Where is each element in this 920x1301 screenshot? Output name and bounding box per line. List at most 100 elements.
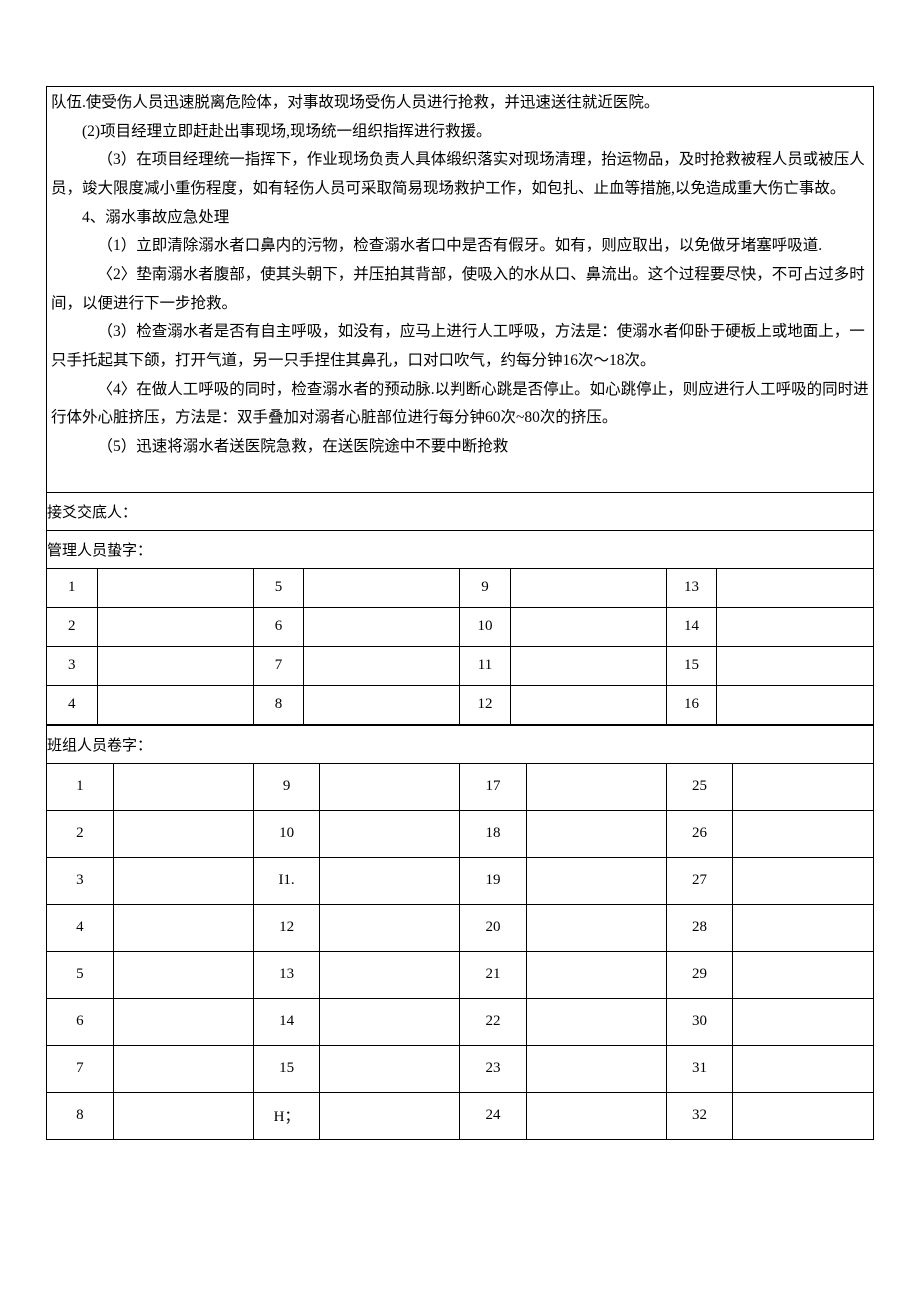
- managers-signature-table: 15913261014371115481216: [47, 568, 873, 725]
- signature-blank-cell: [717, 646, 873, 685]
- table-row: 3I1.1927: [47, 857, 873, 904]
- signature-number-cell: 8: [253, 685, 303, 724]
- paragraph: (2)项目经理立即赶赴出事现场,现场统一组织指挥进行救援。: [51, 118, 869, 147]
- table-row: 7152331: [47, 1045, 873, 1092]
- signature-blank-cell: [733, 998, 873, 1045]
- signature-blank-cell: [733, 763, 873, 810]
- paragraph: 〈4〉在做人工呼吸的同时，检查溺水者的预动脉.以判断心跳是否停止。如心跳停止，则…: [51, 376, 869, 433]
- signature-number-cell: 30: [666, 998, 732, 1045]
- team-signature-table: 19172521018263I1.19274122028513212961422…: [47, 763, 873, 1139]
- signature-blank-cell: [526, 904, 666, 951]
- signature-number-cell: 2: [47, 607, 97, 646]
- signature-blank-cell: [733, 951, 873, 998]
- signature-blank-cell: [113, 810, 253, 857]
- table-row: 481216: [47, 685, 873, 724]
- signature-blank-cell: [320, 998, 460, 1045]
- signature-blank-cell: [526, 1045, 666, 1092]
- signature-blank-cell: [733, 904, 873, 951]
- signature-blank-cell: [113, 998, 253, 1045]
- signature-blank-cell: [320, 857, 460, 904]
- signature-blank-cell: [526, 810, 666, 857]
- body-text: 队伍.使受伤人员迅速脱离危险体，对事故现场受伤人员进行抢救，并迅速送往就近医院。…: [47, 87, 873, 492]
- signature-blank-cell: [97, 607, 253, 646]
- signature-number-cell: 4: [47, 904, 113, 951]
- signature-number-cell: 12: [253, 904, 319, 951]
- signature-number-cell: 24: [460, 1092, 526, 1139]
- page: 队伍.使受伤人员迅速脱离危险体，对事故现场受伤人员进行抢救，并迅速送往就近医院。…: [0, 86, 920, 1140]
- signature-number-cell: 9: [460, 568, 510, 607]
- table-row: 2 10 18 26: [47, 810, 873, 857]
- table-row: 8H；2432: [47, 1092, 873, 1139]
- signature-number-cell: H；: [253, 1092, 319, 1139]
- main-content-box: 队伍.使受伤人员迅速脱离危险体，对事故现场受伤人员进行抢救，并迅速送往就近医院。…: [46, 86, 874, 1140]
- signature-number-cell: 10: [460, 607, 510, 646]
- signature-blank-cell: [97, 646, 253, 685]
- signature-number-cell: 28: [666, 904, 732, 951]
- signature-number-cell: 21: [460, 951, 526, 998]
- signature-blank-cell: [320, 810, 460, 857]
- signature-blank-cell: [510, 607, 666, 646]
- signature-number-cell: 29: [666, 951, 732, 998]
- signature-blank-cell: [113, 1092, 253, 1139]
- signature-number-cell: 20: [460, 904, 526, 951]
- signature-number-cell: 13: [253, 951, 319, 998]
- signature-number-cell: 26: [666, 810, 732, 857]
- signature-number-cell: 17: [460, 763, 526, 810]
- signature-blank-cell: [526, 998, 666, 1045]
- signature-blank-cell: [510, 685, 666, 724]
- signature-blank-cell: [320, 951, 460, 998]
- paragraph: （5）迅速将溺水者送医院急救，在送医院途中不要中断抢救: [51, 433, 869, 462]
- table-row: 191725: [47, 763, 873, 810]
- table-row: 6142230: [47, 998, 873, 1045]
- signature-blank-cell: [717, 568, 873, 607]
- signature-number-cell: 7: [47, 1045, 113, 1092]
- signature-number-cell: 25: [666, 763, 732, 810]
- signature-blank-cell: [97, 568, 253, 607]
- signature-number-cell: 18: [460, 810, 526, 857]
- signature-number-cell: 1: [47, 763, 113, 810]
- signature-number-cell: 6: [253, 607, 303, 646]
- signature-number-cell: 5: [47, 951, 113, 998]
- signature-number-cell: 27: [666, 857, 732, 904]
- signature-blank-cell: [320, 1092, 460, 1139]
- signature-blank-cell: [113, 857, 253, 904]
- signature-blank-cell: [526, 951, 666, 998]
- signature-blank-cell: [510, 568, 666, 607]
- signature-number-cell: 7: [253, 646, 303, 685]
- signature-blank-cell: [304, 646, 460, 685]
- signature-blank-cell: [717, 685, 873, 724]
- signature-blank-cell: [113, 763, 253, 810]
- signature-number-cell: 11: [460, 646, 510, 685]
- signature-blank-cell: [113, 1045, 253, 1092]
- managers-sign-label: 管理人员蛰字：: [47, 530, 873, 568]
- signature-blank-cell: [526, 763, 666, 810]
- signature-number-cell: 14: [253, 998, 319, 1045]
- signature-blank-cell: [304, 568, 460, 607]
- table-row: 4 12 20 28: [47, 904, 873, 951]
- signature-number-cell: 2: [47, 810, 113, 857]
- team-sign-label: 班组人员卷字：: [47, 725, 873, 763]
- signature-number-cell: 1: [47, 568, 97, 607]
- table-row: 15913: [47, 568, 873, 607]
- paragraph: （1）立即清除溺水者口鼻内的污物，检查溺水者口中是否有假牙。如有，则应取出，以免…: [51, 232, 869, 261]
- signature-number-cell: 32: [666, 1092, 732, 1139]
- signature-number-cell: 15: [666, 646, 716, 685]
- signature-blank-cell: [320, 763, 460, 810]
- signature-blank-cell: [733, 1045, 873, 1092]
- signature-number-cell: 10: [253, 810, 319, 857]
- signature-number-cell: 12: [460, 685, 510, 724]
- signature-blank-cell: [304, 685, 460, 724]
- paragraph: （3）在项目经理统一指挥下，作业现场负责人具体缎织落实对现场清理，抬运物品，及时…: [51, 146, 869, 203]
- signature-blank-cell: [97, 685, 253, 724]
- signature-blank-cell: [320, 1045, 460, 1092]
- paragraph: 4、溺水事故应急处理: [51, 204, 869, 233]
- signature-number-cell: 3: [47, 646, 97, 685]
- receiver-label: 接爻交底人：: [47, 492, 873, 530]
- signature-blank-cell: [526, 857, 666, 904]
- signature-blank-cell: [526, 1092, 666, 1139]
- signature-number-cell: 22: [460, 998, 526, 1045]
- signature-number-cell: 16: [666, 685, 716, 724]
- signature-number-cell: I1.: [253, 857, 319, 904]
- paragraph: 队伍.使受伤人员迅速脱离危险体，对事故现场受伤人员进行抢救，并迅速送往就近医院。: [51, 89, 869, 118]
- signature-number-cell: 14: [666, 607, 716, 646]
